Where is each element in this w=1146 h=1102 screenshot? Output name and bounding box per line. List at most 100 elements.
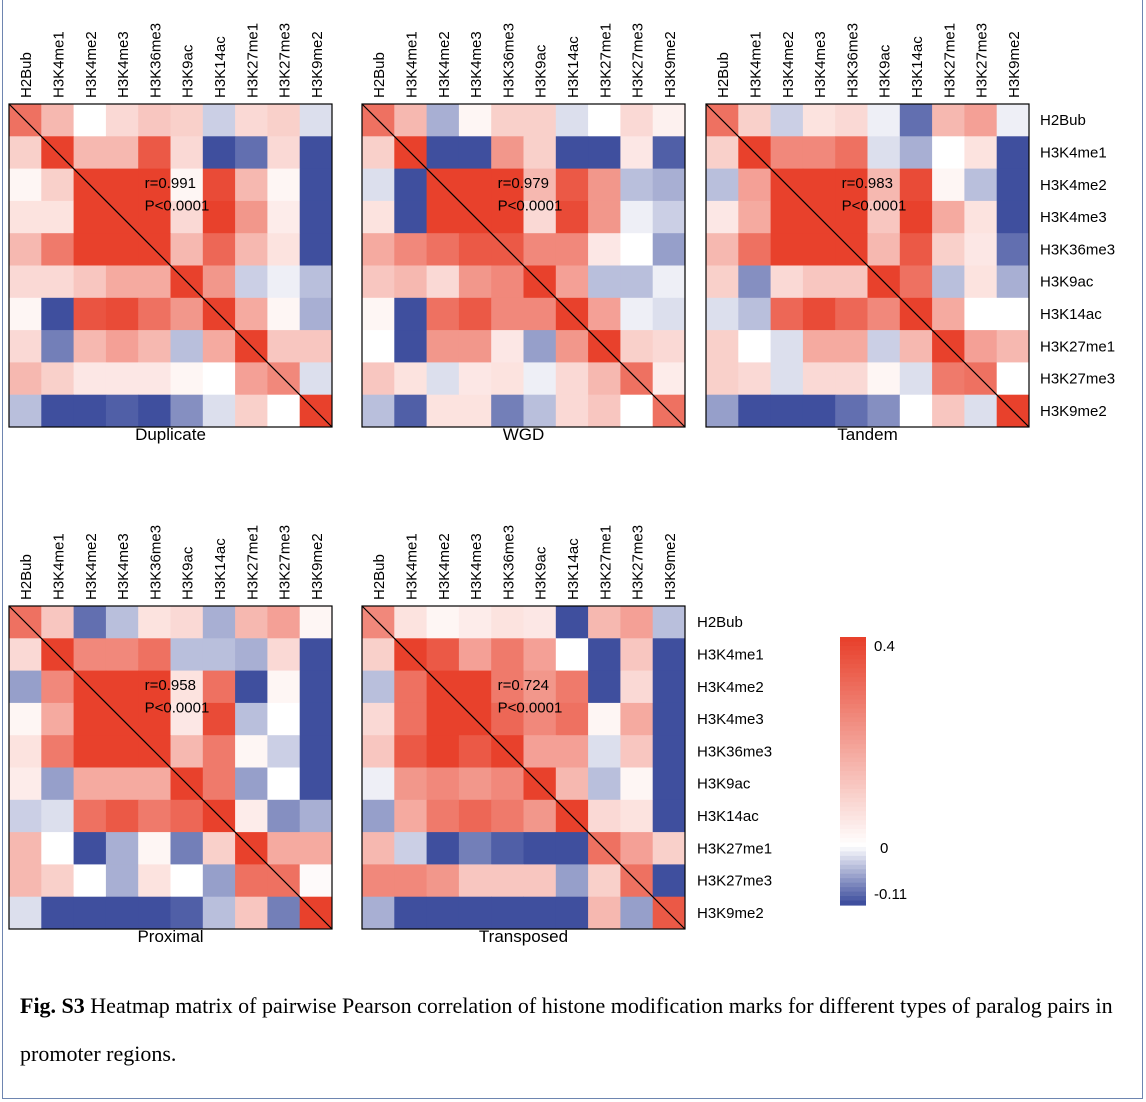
heatmap-cell (491, 200, 524, 234)
heatmap-cell (73, 233, 107, 266)
colorbar-segment (840, 802, 866, 808)
heatmap-cell (299, 832, 333, 865)
heatmap-cell (458, 638, 492, 671)
heatmap-cell (458, 799, 492, 833)
heatmap-cell (41, 265, 74, 299)
heatmap-cell (235, 896, 268, 930)
heatmap-cell (362, 362, 395, 396)
heatmap-cell (426, 297, 460, 331)
heatmap-cell (620, 896, 654, 930)
heatmap-cell (170, 168, 204, 202)
heatmap-cell (394, 864, 427, 898)
heatmap-cell (299, 104, 333, 137)
heatmap-cell (899, 330, 933, 363)
column-label: H3K4me1 (403, 533, 420, 600)
heatmap-cell (523, 606, 557, 639)
heatmap-cell (426, 638, 460, 671)
column-label: H3K14ac (212, 538, 229, 600)
column-label: H3K4me3 (115, 31, 132, 98)
heatmap-cell (267, 330, 301, 363)
row-label: H3K27me1 (1040, 338, 1115, 355)
heatmap-cell (835, 168, 868, 202)
row-label: H3K27me3 (1040, 371, 1115, 388)
heatmap-cell (555, 265, 589, 299)
heatmap-cell (299, 136, 333, 169)
column-label: H3K36me3 (500, 23, 517, 98)
heatmap-cell (41, 670, 74, 704)
row-label: H2Bub (697, 614, 743, 631)
column-label: H3K36me3 (844, 23, 861, 98)
heatmap-cell (105, 297, 139, 331)
heatmap-cell (426, 799, 460, 833)
column-label: H3K9me2 (309, 31, 326, 98)
heatmap-cell (555, 394, 589, 428)
column-label: H3K9me2 (662, 31, 679, 98)
heatmap-cell (138, 832, 171, 865)
heatmap-cell (899, 265, 933, 299)
heatmap-cell (652, 136, 686, 169)
heatmap-cell (620, 767, 654, 801)
heatmap-cell (235, 200, 268, 234)
r-value-label: r=0.979 (498, 175, 549, 192)
heatmap-cell (170, 330, 204, 363)
heatmap-cell (620, 638, 654, 671)
heatmap-cell (588, 297, 621, 331)
r-value-label: r=0.991 (145, 175, 196, 192)
heatmap-cell (362, 638, 395, 671)
heatmap-cell (394, 200, 427, 234)
colorbar-segment (840, 896, 866, 902)
heatmap-cell (835, 265, 868, 299)
heatmap-cell (267, 265, 301, 299)
heatmap-cell (235, 606, 268, 639)
heatmap-cell (770, 362, 804, 396)
heatmap-cell (588, 799, 621, 833)
colorbar-segment (840, 668, 866, 674)
heatmap-cell (138, 702, 171, 736)
colorbar-segment (840, 757, 866, 763)
heatmap-cell (996, 330, 1030, 363)
heatmap-cell (41, 735, 74, 768)
heatmap-cell (394, 362, 427, 396)
row-label: H3K9me2 (697, 905, 764, 922)
heatmap-cell (523, 832, 557, 865)
row-label: H3K4me2 (697, 679, 764, 696)
heatmap-cell (138, 799, 171, 833)
heatmap-cell (394, 702, 427, 736)
heatmap-cell (770, 233, 804, 266)
heatmap-cell (394, 394, 427, 428)
heatmap-cell (41, 330, 74, 363)
heatmap-cell (73, 297, 107, 331)
column-label: H3K4me2 (83, 31, 100, 98)
heatmap-cell (9, 638, 42, 671)
heatmap-cell (202, 896, 236, 930)
panel-title: Duplicate (135, 425, 206, 444)
heatmap-cell (458, 864, 492, 898)
heatmap-cell (362, 168, 395, 202)
heatmap-cell (652, 265, 686, 299)
heatmap-cell (555, 670, 589, 704)
colorbar-segment (840, 775, 866, 781)
heatmap-cell (588, 767, 621, 801)
colorbar-segment (840, 744, 866, 750)
heatmap-cell (73, 394, 107, 428)
colorbar-segment (840, 672, 866, 678)
heatmap-cell (458, 394, 492, 428)
heatmap-cell (899, 233, 933, 266)
heatmap-cell (138, 168, 171, 202)
heatmap-cell (235, 136, 268, 169)
heatmap-cell (235, 735, 268, 768)
heatmap-cell (73, 136, 107, 169)
colorbar-segment (840, 815, 866, 821)
heatmap-cell (867, 394, 901, 428)
heatmap-cell (170, 136, 204, 169)
heatmap-border (361, 605, 686, 930)
heatmap-cell (73, 200, 107, 234)
heatmap-cell (73, 864, 107, 898)
heatmap-cell (9, 735, 42, 768)
colorbar-segment (840, 663, 866, 669)
colorbar-segment (840, 806, 866, 812)
colorbar-segment (840, 846, 866, 852)
row-label: H3K4me1 (697, 646, 764, 663)
heatmap-cell (932, 104, 965, 137)
heatmap-cell (9, 168, 42, 202)
